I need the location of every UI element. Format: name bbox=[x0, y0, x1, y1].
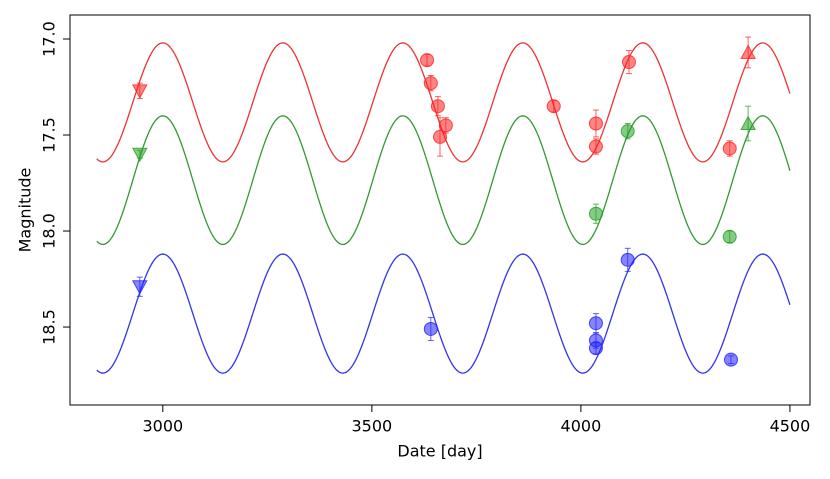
y-tick-label: 17.5 bbox=[40, 117, 59, 153]
data-point bbox=[430, 99, 445, 114]
data-point bbox=[423, 321, 438, 336]
x-tick-label: 3500 bbox=[351, 417, 392, 436]
y-axis-label: Magnitude bbox=[16, 168, 35, 253]
data-point bbox=[588, 341, 603, 356]
data-point bbox=[620, 252, 635, 267]
data-point bbox=[588, 116, 603, 131]
model-curve bbox=[96, 253, 791, 374]
data-point bbox=[423, 76, 438, 91]
model-curve bbox=[96, 115, 791, 246]
upper-limit-marker bbox=[131, 147, 148, 163]
data-point bbox=[588, 316, 603, 331]
y-tick-label: 18.0 bbox=[40, 213, 59, 249]
data-point bbox=[620, 124, 635, 139]
data-point bbox=[588, 139, 603, 154]
data-point bbox=[588, 206, 603, 221]
x-tick-label: 3000 bbox=[142, 417, 183, 436]
data-point bbox=[420, 53, 435, 68]
x-axis-label: Date [day] bbox=[397, 442, 482, 461]
data-point bbox=[621, 55, 636, 70]
upper-limit-marker bbox=[131, 280, 148, 295]
upper-limit-marker bbox=[131, 84, 148, 99]
plot-frame bbox=[69, 14, 811, 406]
data-point bbox=[722, 141, 737, 156]
data-point bbox=[723, 352, 738, 367]
data-point bbox=[546, 99, 561, 114]
data-point bbox=[722, 229, 737, 244]
x-tick-label: 4500 bbox=[770, 417, 811, 436]
y-tick-label: 17.0 bbox=[40, 21, 59, 57]
lower-limit-marker bbox=[740, 115, 756, 130]
data-point bbox=[438, 118, 453, 133]
lower-limit-marker bbox=[740, 44, 756, 59]
y-tick-label: 18.5 bbox=[40, 309, 59, 345]
x-tick-label: 4000 bbox=[561, 417, 602, 436]
data-point bbox=[433, 129, 447, 144]
